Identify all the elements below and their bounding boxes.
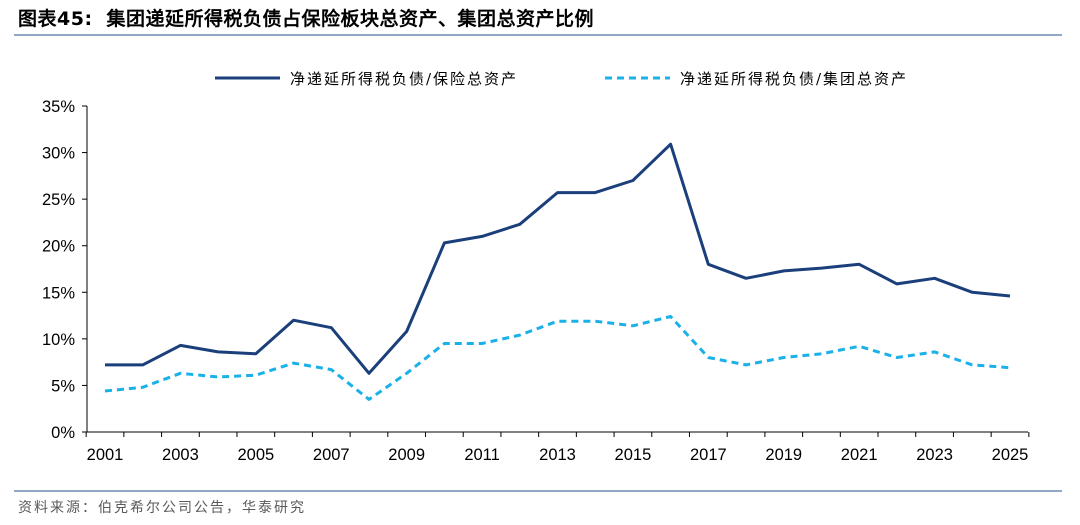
y-tick-label: 20%: [42, 238, 75, 256]
x-tick-label: 2007: [313, 446, 350, 464]
figure-title: 图表45: 集团递延所得税负债占保险板块总资产、集团总资产比例: [18, 4, 594, 31]
series-line-1: [105, 142, 1011, 375]
x-tick-label: 2005: [237, 446, 274, 464]
y-tick-label: 25%: [42, 191, 75, 209]
source-note: 资料来源：伯克希尔公司公告，华泰研究: [18, 500, 306, 516]
chart-series: [104, 142, 1011, 401]
x-tick-label: 2023: [916, 446, 953, 464]
chart-legend: 净递延所得税负债/保险总资产 净递延所得税负债/集团总资产: [215, 70, 908, 88]
bottom-rule: [14, 490, 1062, 492]
series-line-2: [104, 315, 1011, 401]
line-chart: 净递延所得税负债/保险总资产 净递延所得税负债/集团总资产 0% 5% 10% 15% 2…: [42, 70, 1030, 464]
figure-number: 图表45:: [18, 8, 93, 30]
legend-label-1: 净递延所得税负债/保险总资产: [290, 70, 518, 88]
x-tick-label: 2017: [690, 446, 727, 464]
x-tick-label: 2021: [841, 446, 878, 464]
x-tick-label: 2003: [162, 446, 199, 464]
legend-label-2: 净递延所得税负债/集团总资产: [680, 70, 908, 88]
x-tick-label: 2019: [765, 446, 802, 464]
x-tick-label: 2025: [992, 446, 1029, 464]
y-tick-label: 0%: [51, 424, 75, 442]
x-tick-label: 2015: [615, 446, 652, 464]
x-tick-label: 2009: [388, 446, 425, 464]
x-tick-label: 2001: [87, 446, 124, 464]
y-tick-label: 30%: [42, 145, 75, 163]
x-tick-label: 2011: [464, 446, 499, 464]
figure-title-text: 集团递延所得税负债占保险板块总资产、集团总资产比例: [106, 8, 595, 30]
x-tick-label: 2013: [539, 446, 576, 464]
y-tick-label: 35%: [42, 98, 75, 116]
y-tick-label: 15%: [42, 284, 75, 302]
y-tick-label: 10%: [42, 331, 75, 349]
top-rule: [14, 34, 1062, 36]
y-tick-label: 5%: [51, 377, 75, 395]
chart-axes: 0% 5% 10% 15% 20% 25% 30% 35% 2001 2003 2005 2007 20…: [42, 98, 1030, 464]
